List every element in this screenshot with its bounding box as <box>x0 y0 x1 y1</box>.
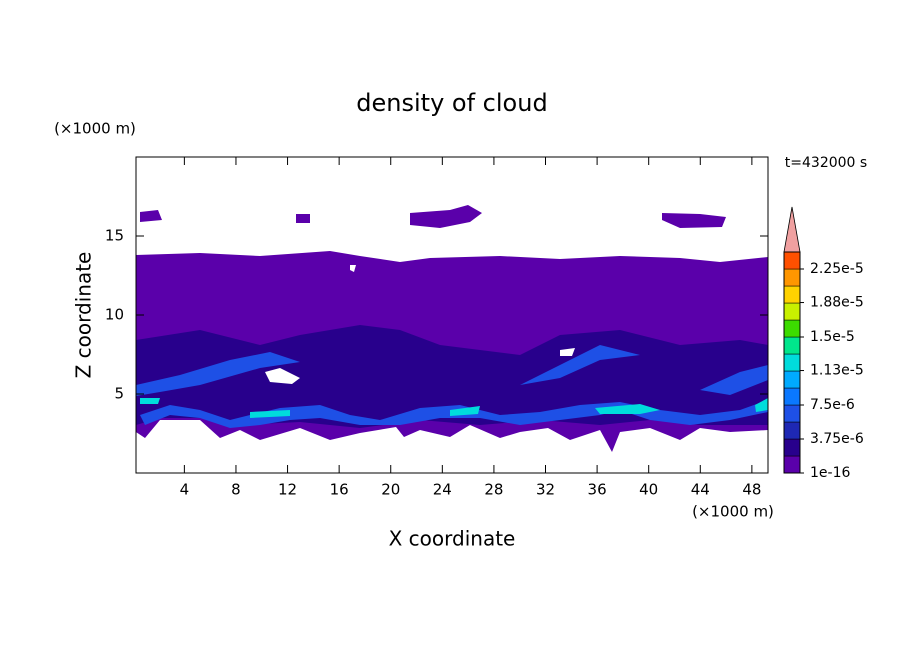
colorbar-tick-label: 1.5e-5 <box>810 329 855 345</box>
colorbar-tick-label: 1.13e-5 <box>810 363 864 379</box>
colorbar-tick-label: 1.88e-5 <box>810 295 864 311</box>
x-tick-label: 36 <box>588 481 607 499</box>
colorbar-band <box>783 370 801 389</box>
contour-region <box>140 398 768 418</box>
colorbar-frame <box>783 251 801 474</box>
colorbar-band <box>783 404 801 423</box>
colorbar-band <box>783 455 801 474</box>
x-unit: (×1000 m) <box>692 503 774 521</box>
x-tick-label: 24 <box>433 481 452 499</box>
x-tick-label: 12 <box>278 481 297 499</box>
colorbar-tick-label: 3.75e-6 <box>810 431 864 447</box>
y-axis-label: Z coordinate <box>72 252 96 379</box>
x-tick-label: 16 <box>330 481 349 499</box>
x-axis-label: X coordinate <box>389 527 516 551</box>
colorbar-band <box>783 336 801 355</box>
colorbar-tick-label: 2.25e-5 <box>810 261 864 277</box>
time-label: t=432000 s <box>785 155 867 171</box>
x-tick-label: 32 <box>536 481 555 499</box>
y-tick-label: 5 <box>114 385 124 403</box>
colorbar-band <box>783 421 801 440</box>
colorbar-band <box>783 319 801 338</box>
y-unit: (×1000 m) <box>54 120 136 138</box>
colorbar-band <box>783 268 801 287</box>
x-tick-label: 20 <box>381 481 400 499</box>
x-tick-label: 28 <box>484 481 503 499</box>
colorbar-band <box>783 353 801 372</box>
y-tick-label: 15 <box>105 227 124 245</box>
x-tick-label: 40 <box>639 481 658 499</box>
colorbar-band <box>783 387 801 406</box>
y-tick-label: 10 <box>105 306 124 324</box>
colorbar-tick-label: 1e-16 <box>810 465 850 481</box>
x-tick-label: 4 <box>180 481 190 499</box>
contour-region <box>140 205 726 228</box>
x-tick-label: 44 <box>691 481 710 499</box>
colorbar-band <box>783 285 801 304</box>
chart-title: density of cloud <box>356 89 547 117</box>
colorbar-extend <box>783 206 801 253</box>
contour-field <box>136 205 768 452</box>
colorbar-band <box>783 302 801 321</box>
x-tick-label: 8 <box>231 481 241 499</box>
colorbar-band <box>783 251 801 270</box>
colorbar-tick-label: 7.5e-6 <box>810 397 855 413</box>
x-tick-label: 48 <box>742 481 761 499</box>
colorbar-band <box>783 438 801 457</box>
